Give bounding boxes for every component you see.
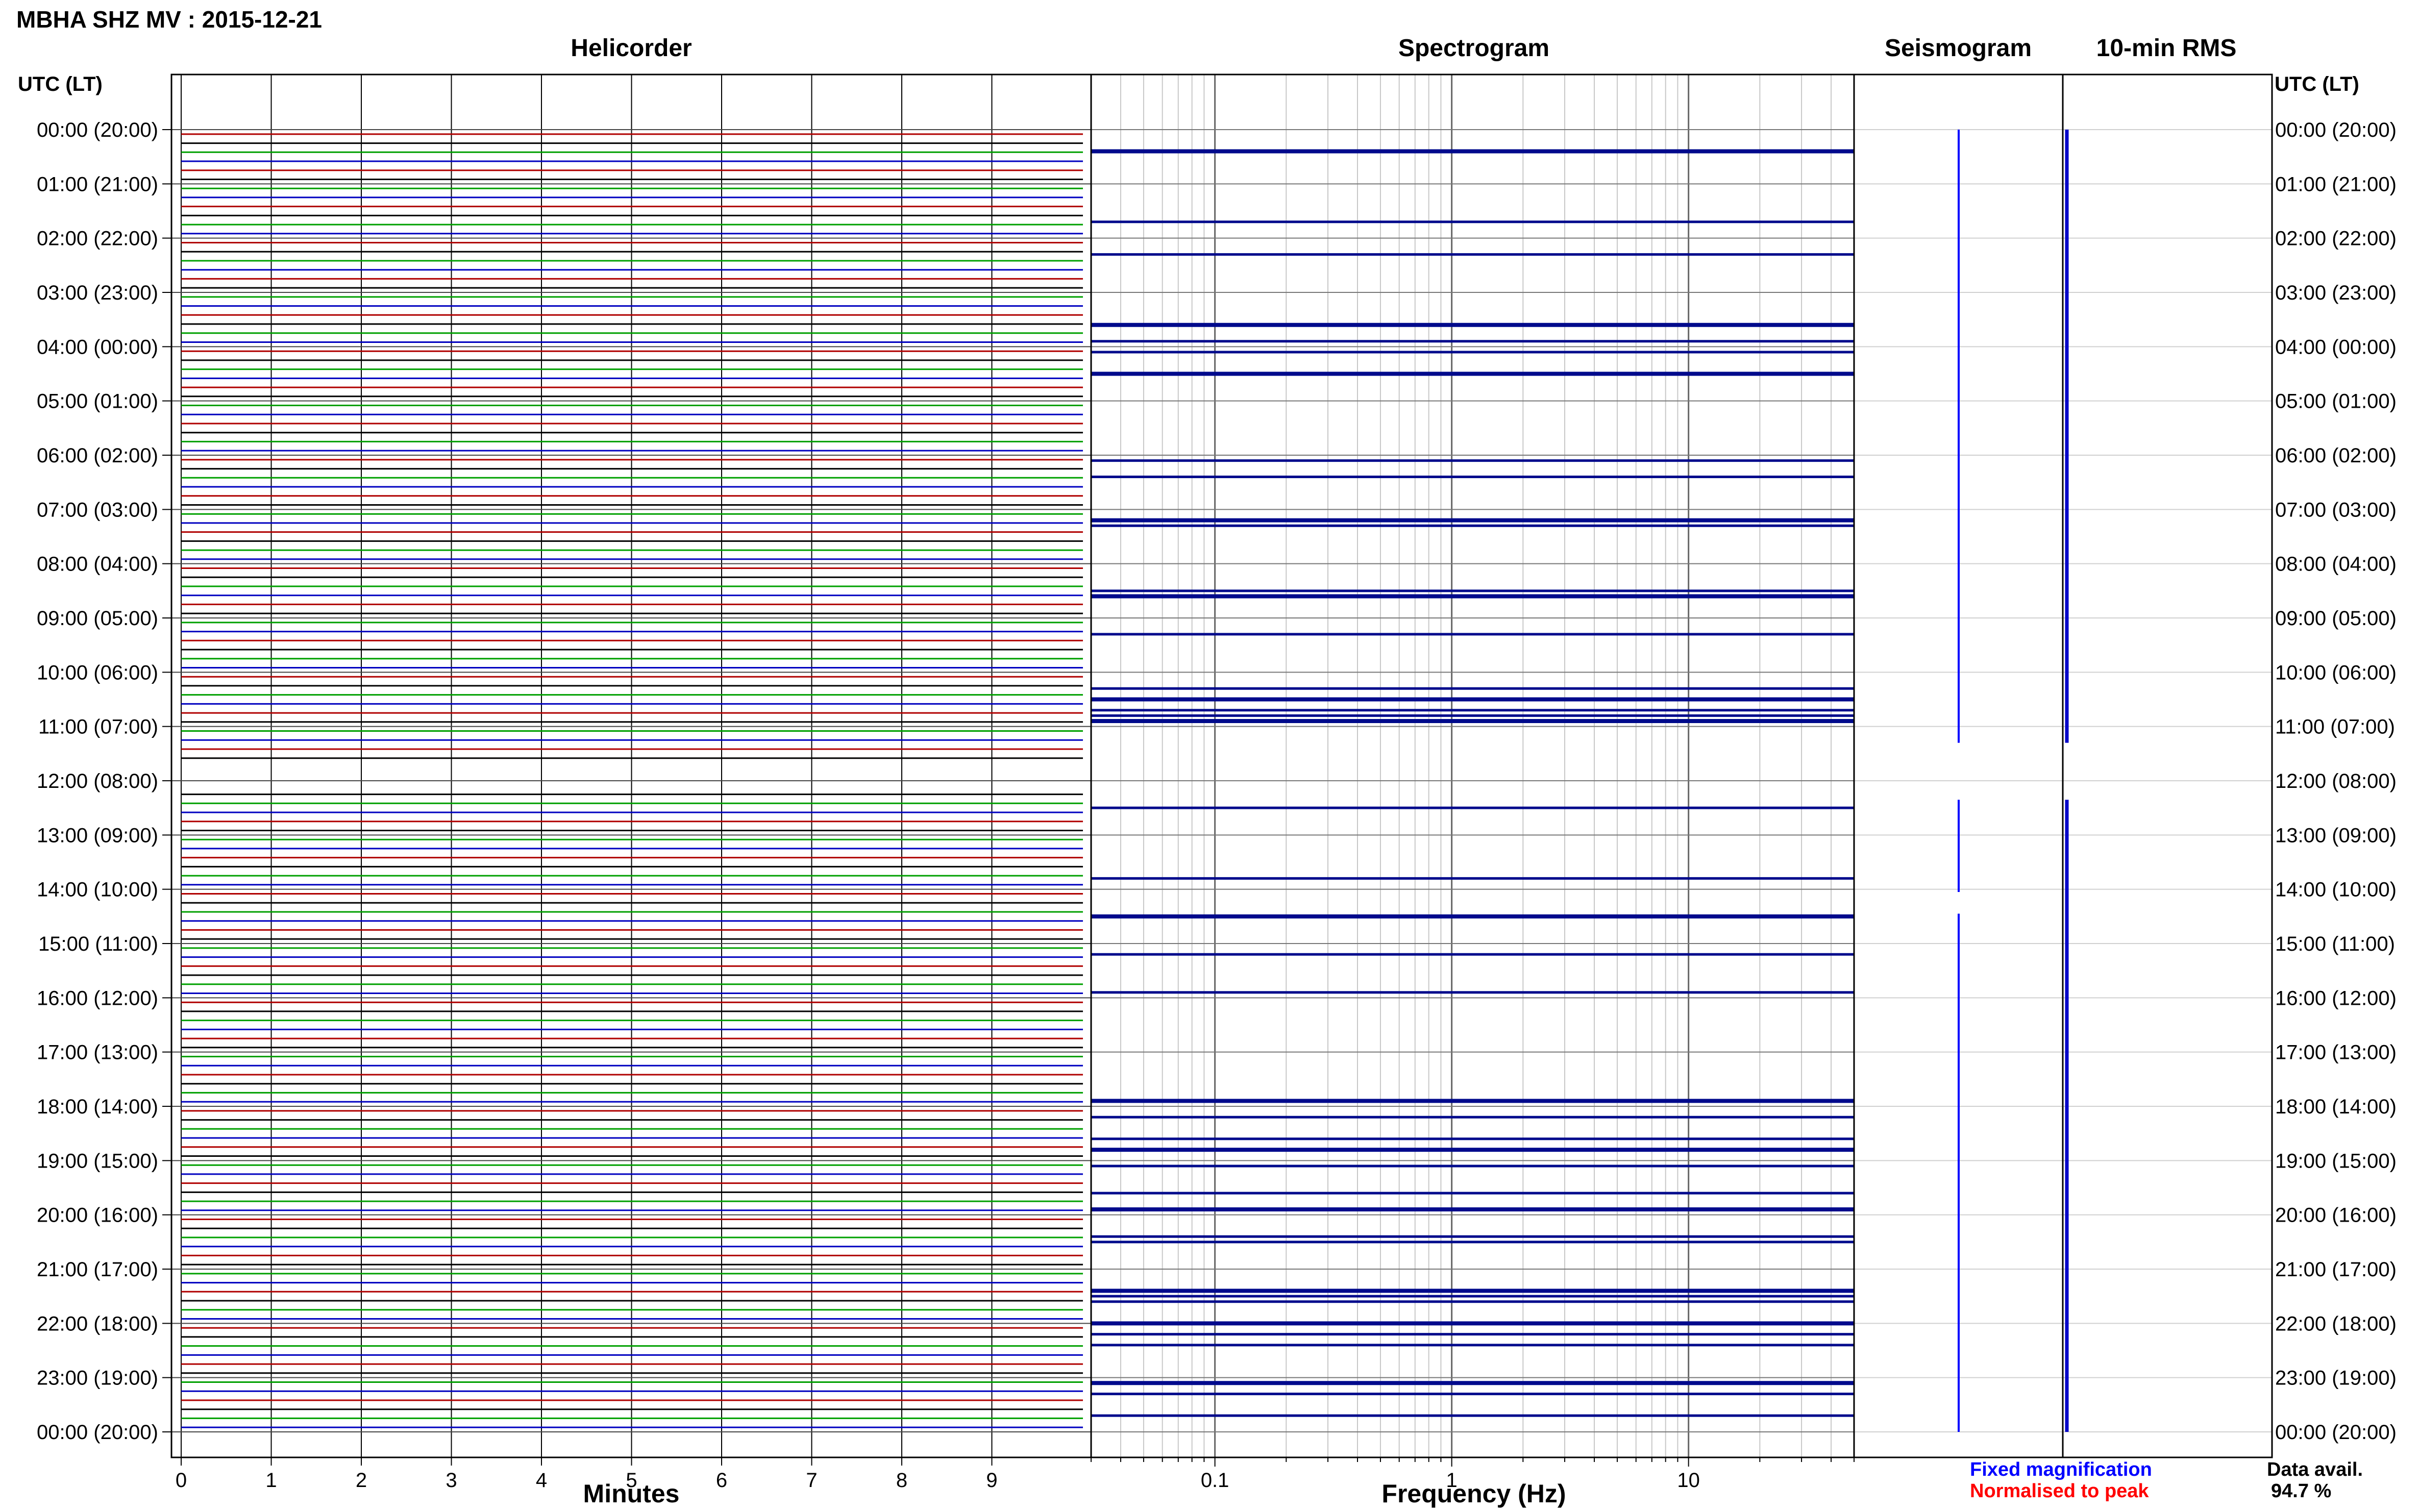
spectrogram-xlabel: Frequency (Hz) (1381, 1479, 1566, 1508)
availability-value: 94.7 % (2271, 1480, 2331, 1502)
right-time-label: 10:00 (06:00) (2275, 661, 2397, 684)
left-time-label: 10:00 (06:00) (37, 661, 158, 684)
spectrogram-xtick-label: 0.1 (1201, 1469, 1229, 1492)
right-time-label: 16:00 (12:00) (2275, 987, 2397, 1009)
helicorder-xtick-label: 6 (716, 1469, 727, 1492)
left-time-label: 15:00 (11:00) (38, 933, 158, 955)
left-time-label: 17:00 (13:00) (37, 1042, 158, 1064)
right-time-label: 13:00 (09:00) (2275, 824, 2397, 847)
helicorder-xlabel: Minutes (583, 1479, 680, 1508)
left-time-label: 03:00 (23:00) (37, 282, 158, 304)
left-time-label: 09:00 (05:00) (37, 607, 158, 630)
legend-fixed: Fixed magnification (1970, 1459, 2152, 1480)
left-time-label: 23:00 (19:00) (37, 1367, 158, 1390)
left-time-label: 19:00 (15:00) (37, 1150, 158, 1172)
right-time-label: 08:00 (04:00) (2275, 553, 2397, 576)
right-time-label: 03:00 (23:00) (2275, 282, 2397, 304)
right-time-label: 14:00 (10:00) (2275, 879, 2397, 901)
left-time-label: 16:00 (12:00) (37, 987, 158, 1009)
helicorder-xtick-label: 3 (446, 1469, 457, 1492)
left-time-label: 08:00 (04:00) (37, 553, 158, 576)
rms-panel (2062, 73, 2273, 1458)
seismogram-title: Seismogram (1885, 35, 2032, 62)
left-time-label: 11:00 (07:00) (38, 716, 158, 738)
helicorder-title: Helicorder (571, 35, 692, 62)
left-time-label: 20:00 (16:00) (37, 1204, 158, 1227)
left-time-label: 12:00 (08:00) (37, 770, 158, 792)
left-time-label: 07:00 (03:00) (37, 499, 158, 521)
right-time-label: 01:00 (21:00) (2275, 173, 2397, 195)
left-time-label: 06:00 (02:00) (37, 444, 158, 467)
helicorder-panel: 0 1 2 3 4 5 6 7 8 9 (170, 73, 1092, 1492)
right-time-label: 20:00 (16:00) (2275, 1204, 2397, 1227)
right-time-label: 11:00 (07:00) (2275, 716, 2395, 738)
left-time-label: 04:00 (00:00) (37, 336, 158, 358)
helicorder-xtick-label: 0 (176, 1469, 187, 1492)
left-time-label: 00:00 (20:00) (37, 1421, 158, 1444)
helicorder-xtick-label: 1 (265, 1469, 277, 1492)
right-time-label: 22:00 (18:00) (2275, 1312, 2397, 1335)
right-time-label: 17:00 (13:00) (2275, 1042, 2397, 1064)
right-time-label: 12:00 (08:00) (2275, 770, 2397, 792)
right-time-label: 06:00 (02:00) (2275, 444, 2397, 467)
time-axis-labels: 00:00 (20:00) 00:00 (20:00) 01:00 (21:00) 0… (37, 119, 2397, 1444)
helicorder-xtick-label: 5 (626, 1469, 637, 1492)
right-utc-header: UTC (LT) (2275, 73, 2359, 95)
spectrogram-xtick-label: 1 (1446, 1469, 1458, 1492)
helicorder-xtick-label: 2 (356, 1469, 367, 1492)
right-time-label: 21:00 (17:00) (2275, 1258, 2397, 1281)
right-time-label: 19:00 (15:00) (2275, 1150, 2397, 1172)
right-time-label: 04:00 (00:00) (2275, 336, 2397, 358)
left-time-label: 13:00 (09:00) (37, 824, 158, 847)
availability-label: Data avail. (2267, 1459, 2363, 1480)
left-time-label: 14:00 (10:00) (37, 879, 158, 901)
left-time-label: 05:00 (01:00) (37, 390, 158, 413)
figure-title: MBHA SHZ MV : 2015-12-21 (16, 6, 322, 33)
spectrogram-panel: 0.1 1 10 (1090, 73, 1855, 1492)
right-time-label: 00:00 (20:00) (2275, 119, 2397, 141)
left-time-label: 21:00 (17:00) (37, 1258, 158, 1281)
rms-frame (2062, 73, 2273, 1458)
spectrogram-frame (1090, 73, 1855, 1458)
right-time-label: 15:00 (11:00) (2275, 933, 2395, 955)
spectrogram-title: Spectrogram (1398, 35, 1549, 62)
helicorder-xtick-label: 8 (896, 1469, 907, 1492)
right-time-label: 09:00 (05:00) (2275, 607, 2397, 630)
left-time-label: 02:00 (22:00) (37, 228, 158, 250)
left-time-label: 22:00 (18:00) (37, 1312, 158, 1335)
right-time-label: 02:00 (22:00) (2275, 228, 2397, 250)
right-time-label: 00:00 (20:00) (2275, 1421, 2397, 1444)
left-time-label: 18:00 (14:00) (37, 1096, 158, 1118)
right-time-label: 23:00 (19:00) (2275, 1367, 2397, 1390)
legend-normalised: Normalised to peak (1970, 1480, 2149, 1502)
spectrogram-xtick-label: 10 (1677, 1469, 1700, 1492)
right-time-label: 07:00 (03:00) (2275, 499, 2397, 521)
left-time-label: 00:00 (20:00) (37, 119, 158, 141)
left-utc-header: UTC (LT) (18, 73, 103, 95)
right-time-label: 18:00 (14:00) (2275, 1096, 2397, 1118)
helicorder-xtick-label: 9 (986, 1469, 997, 1492)
helicorder-xtick-label: 4 (536, 1469, 547, 1492)
helicorder-xtick-label: 7 (806, 1469, 817, 1492)
rms-title: 10-min RMS (2096, 35, 2237, 62)
right-time-label: 05:00 (01:00) (2275, 390, 2397, 413)
seismogram-panel (1853, 73, 2064, 1458)
left-time-label: 01:00 (21:00) (37, 173, 158, 195)
